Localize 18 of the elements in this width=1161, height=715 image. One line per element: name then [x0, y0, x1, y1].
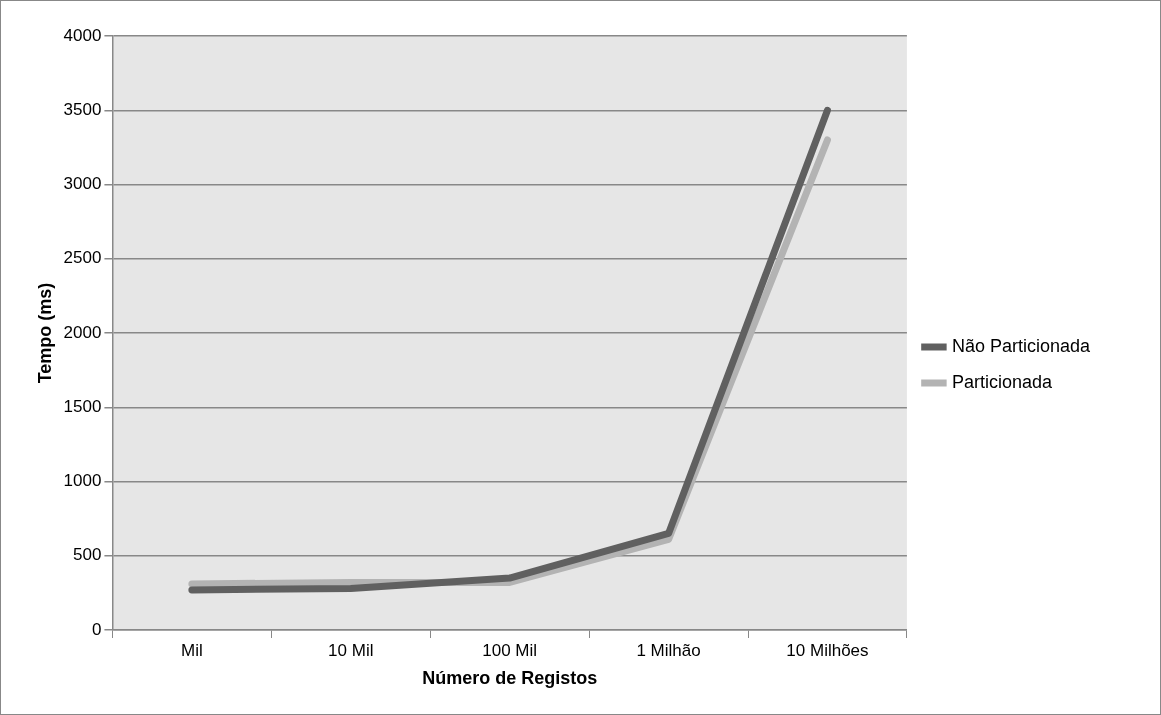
legend-label: Não Particionada: [951, 335, 1091, 356]
y-axis-title: Tempo (ms): [34, 282, 55, 384]
y-tick-label: 2000: [63, 322, 102, 342]
x-tick-label: 100 Mil: [482, 640, 538, 660]
y-tick-label: 0: [91, 619, 102, 639]
legend-label: Particionada: [951, 371, 1053, 392]
y-tick-label: 2500: [63, 248, 102, 268]
y-tick-label: 4000: [63, 25, 102, 45]
x-tick-label: 10 Milhões: [786, 640, 869, 660]
x-tick-label: Mil: [181, 640, 203, 660]
x-axis-title: Número de Registos: [422, 668, 598, 689]
y-tick-label: 500: [73, 545, 102, 565]
x-tick-label: 1 Milhão: [636, 640, 701, 660]
y-tick-label: 1000: [63, 471, 102, 491]
y-tick-label: 3500: [63, 99, 102, 119]
x-tick-label: 10 Mil: [328, 640, 374, 660]
y-tick-label: 3000: [63, 174, 102, 194]
y-tick-label: 1500: [63, 396, 102, 416]
